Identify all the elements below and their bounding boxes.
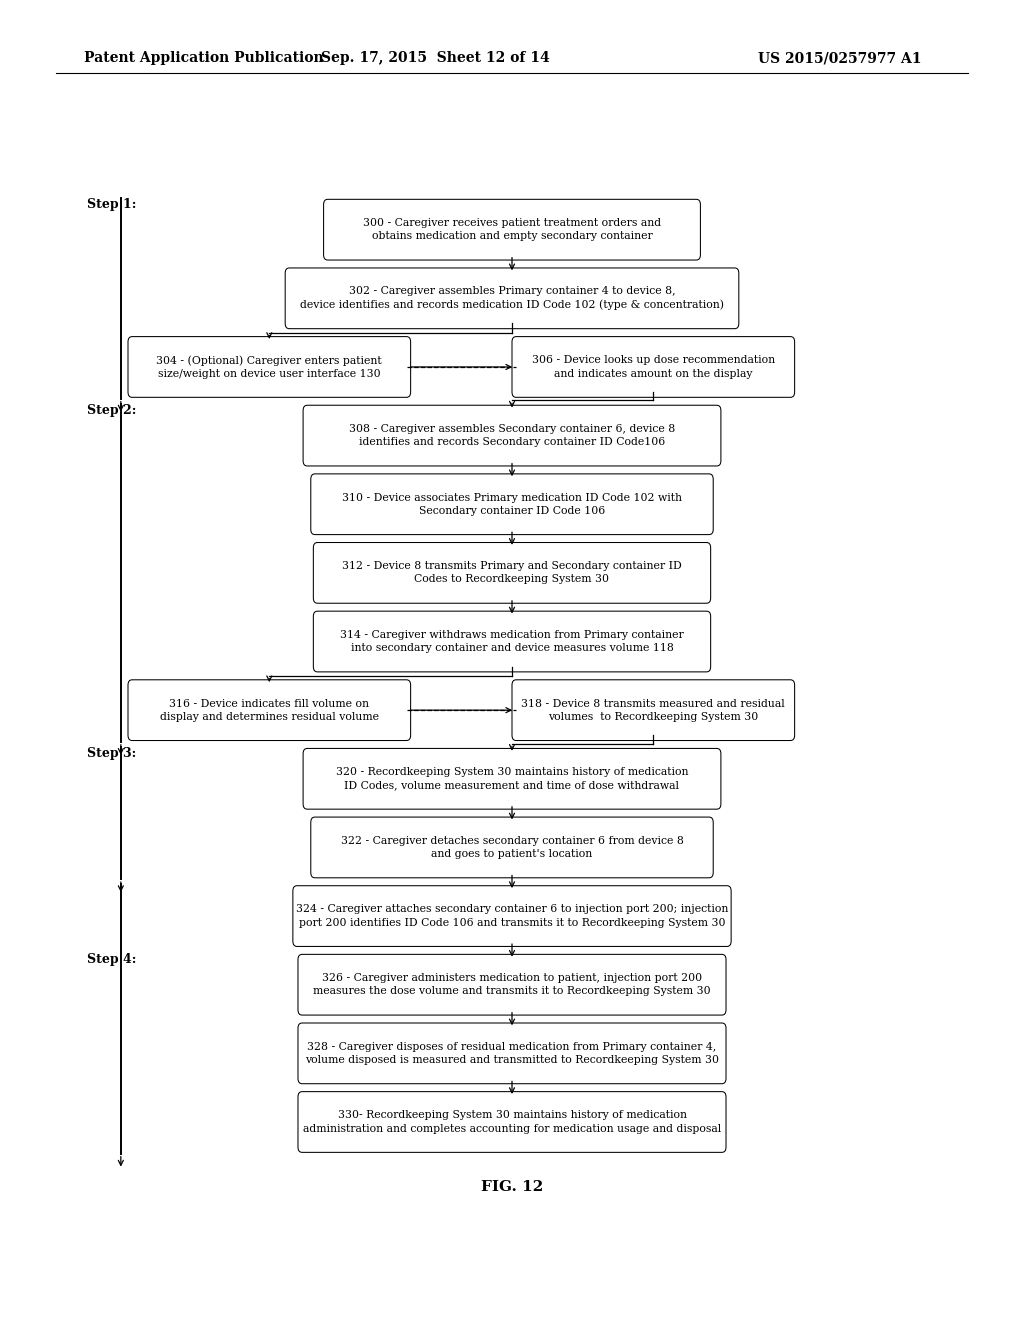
FancyBboxPatch shape xyxy=(313,611,711,672)
Text: 312 - Device 8 transmits Primary and Secondary container ID
Codes to Recordkeepi: 312 - Device 8 transmits Primary and Sec… xyxy=(342,561,682,585)
Text: 300 - Caregiver receives patient treatment orders and
obtains medication and emp: 300 - Caregiver receives patient treatme… xyxy=(362,218,662,242)
FancyBboxPatch shape xyxy=(311,817,713,878)
FancyBboxPatch shape xyxy=(313,543,711,603)
Text: 310 - Device associates Primary medication ID Code 102 with
Secondary container : 310 - Device associates Primary medicati… xyxy=(342,492,682,516)
Text: 318 - Device 8 transmits measured and residual
volumes  to Recordkeeping System : 318 - Device 8 transmits measured and re… xyxy=(521,698,785,722)
FancyBboxPatch shape xyxy=(298,1023,726,1084)
Text: Patent Application Publication: Patent Application Publication xyxy=(84,51,324,65)
Text: Step 1:: Step 1: xyxy=(87,198,136,211)
FancyBboxPatch shape xyxy=(512,680,795,741)
Text: 302 - Caregiver assembles Primary container 4 to device 8,
device identifies and: 302 - Caregiver assembles Primary contai… xyxy=(300,286,724,310)
Text: 326 - Caregiver administers medication to patient, injection port 200
measures t: 326 - Caregiver administers medication t… xyxy=(313,973,711,997)
Text: 330- Recordkeeping System 30 maintains history of medication
administration and : 330- Recordkeeping System 30 maintains h… xyxy=(303,1110,721,1134)
Text: 324 - Caregiver attaches secondary container 6 to injection port 200; injection
: 324 - Caregiver attaches secondary conta… xyxy=(296,904,728,928)
Text: 306 - Device looks up dose recommendation
and indicates amount on the display: 306 - Device looks up dose recommendatio… xyxy=(531,355,775,379)
FancyBboxPatch shape xyxy=(303,405,721,466)
Text: 308 - Caregiver assembles Secondary container 6, device 8
identifies and records: 308 - Caregiver assembles Secondary cont… xyxy=(349,424,675,447)
Text: US 2015/0257977 A1: US 2015/0257977 A1 xyxy=(758,51,922,65)
Text: 316 - Device indicates fill volume on
display and determines residual volume: 316 - Device indicates fill volume on di… xyxy=(160,698,379,722)
Text: 322 - Caregiver detaches secondary container 6 from device 8
and goes to patient: 322 - Caregiver detaches secondary conta… xyxy=(341,836,683,859)
FancyBboxPatch shape xyxy=(128,680,411,741)
FancyBboxPatch shape xyxy=(311,474,713,535)
FancyBboxPatch shape xyxy=(324,199,700,260)
FancyBboxPatch shape xyxy=(293,886,731,946)
FancyBboxPatch shape xyxy=(303,748,721,809)
FancyBboxPatch shape xyxy=(298,954,726,1015)
Text: 304 - (Optional) Caregiver enters patient
size/weight on device user interface 1: 304 - (Optional) Caregiver enters patien… xyxy=(157,355,382,379)
Text: 328 - Caregiver disposes of residual medication from Primary container 4,
volume: 328 - Caregiver disposes of residual med… xyxy=(305,1041,719,1065)
Text: 314 - Caregiver withdraws medication from Primary container
into secondary conta: 314 - Caregiver withdraws medication fro… xyxy=(340,630,684,653)
Text: Sep. 17, 2015  Sheet 12 of 14: Sep. 17, 2015 Sheet 12 of 14 xyxy=(321,51,550,65)
FancyBboxPatch shape xyxy=(128,337,411,397)
Text: FIG. 12: FIG. 12 xyxy=(481,1180,543,1193)
Text: Step 3:: Step 3: xyxy=(87,747,136,760)
FancyBboxPatch shape xyxy=(285,268,739,329)
FancyBboxPatch shape xyxy=(512,337,795,397)
Text: Step 2:: Step 2: xyxy=(87,404,136,417)
FancyBboxPatch shape xyxy=(298,1092,726,1152)
Text: Step 4:: Step 4: xyxy=(87,953,136,966)
Text: 320 - Recordkeeping System 30 maintains history of medication
ID Codes, volume m: 320 - Recordkeeping System 30 maintains … xyxy=(336,767,688,791)
